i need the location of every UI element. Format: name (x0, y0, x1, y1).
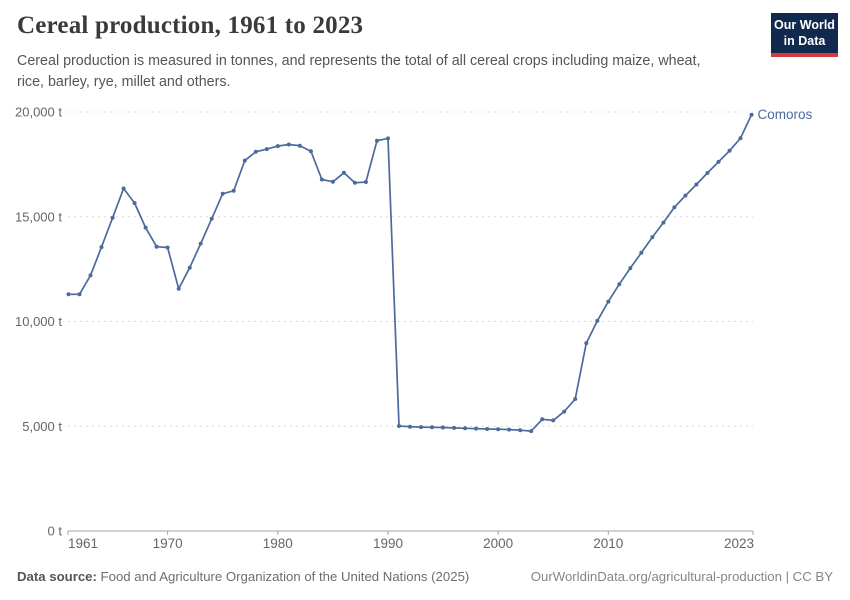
data-point-marker[interactable] (419, 425, 423, 430)
data-point-marker[interactable] (529, 429, 534, 434)
chart-svg: 0 t 5,000 t 10,000 t 15,000 t 20,000 t 1961 19… (15, 105, 813, 552)
data-point-marker[interactable] (441, 425, 445, 430)
data-point-marker[interactable] (132, 201, 137, 206)
data-point-marker[interactable] (220, 191, 225, 196)
x-axis-tick-label: 2000 (483, 536, 513, 551)
data-point-marker[interactable] (485, 427, 490, 431)
data-point-marker[interactable] (672, 205, 677, 210)
data-point-marker[interactable] (99, 245, 104, 250)
data-point-marker[interactable] (628, 266, 633, 271)
data-point-marker[interactable] (231, 188, 236, 193)
x-axis-tick-label: 2010 (593, 536, 623, 551)
data-point-marker[interactable] (143, 225, 148, 230)
data-point-marker[interactable] (617, 282, 622, 287)
data-point-marker[interactable] (551, 418, 556, 423)
data-point-marker[interactable] (319, 177, 324, 182)
data-point-marker[interactable] (121, 186, 126, 191)
data-point-marker[interactable] (694, 182, 699, 187)
data-point-marker[interactable] (275, 144, 280, 149)
data-point-marker[interactable] (397, 424, 401, 428)
chart-footer: Data source: Food and Agriculture Organi… (17, 569, 833, 584)
data-point-marker[interactable] (507, 427, 512, 432)
data-point-marker[interactable] (176, 286, 181, 291)
data-point-marker[interactable] (683, 193, 688, 198)
data-point-marker[interactable] (474, 426, 479, 431)
data-point-marker[interactable] (705, 171, 710, 175)
data-source-label: Data source: (17, 569, 97, 584)
data-point-marker[interactable] (88, 273, 93, 278)
data-point-marker[interactable] (110, 215, 115, 220)
data-point-marker[interactable] (375, 138, 379, 143)
data-point-marker[interactable] (253, 149, 258, 154)
data-point-marker[interactable] (452, 425, 457, 430)
data-point-marker[interactable] (661, 220, 666, 225)
data-point-marker[interactable] (242, 158, 247, 163)
data-point-marker[interactable] (496, 427, 501, 432)
owid-url[interactable]: OurWorldinData.org/agricultural-producti… (530, 569, 833, 584)
data-point-marker[interactable] (286, 142, 291, 147)
series-end-label[interactable]: Comoros (758, 107, 813, 122)
data-point-marker[interactable] (308, 149, 313, 154)
y-axis-tick-label: 10,000 t (15, 314, 62, 329)
subtitle-line-2: rice, barley, rye, millet and others. (17, 73, 231, 90)
x-axis-tick-label: 1980 (263, 536, 293, 551)
data-point-marker[interactable] (430, 425, 434, 430)
data-point-marker[interactable] (463, 426, 468, 431)
data-point-marker[interactable] (187, 265, 192, 270)
data-point-marker[interactable] (562, 409, 567, 414)
y-axis-tick-label: 15,000 t (15, 209, 62, 224)
data-point-marker[interactable] (363, 180, 368, 184)
data-point-marker[interactable] (749, 112, 754, 117)
data-point-marker[interactable] (209, 216, 214, 221)
chart-subtitle: Cereal production is measured in tonnes,… (17, 51, 737, 92)
data-source-text: Food and Agriculture Organization of the… (96, 569, 470, 584)
data-point-marker[interactable] (198, 241, 203, 246)
y-axis-tick-label: 0 t (48, 524, 63, 539)
data-point-marker[interactable] (650, 235, 655, 240)
data-point-marker[interactable] (154, 244, 159, 249)
data-point-marker[interactable] (573, 397, 578, 401)
x-axis-tick-label: 1990 (373, 536, 403, 551)
data-point-marker[interactable] (341, 170, 346, 175)
x-axis-tick-label: 1970 (153, 536, 183, 551)
y-axis-tick-label: 20,000 t (15, 105, 62, 120)
data-point-marker[interactable] (518, 428, 523, 433)
data-point-marker[interactable] (330, 179, 335, 184)
data-point-marker[interactable] (540, 417, 545, 422)
data-point-marker[interactable] (595, 318, 600, 323)
data-point-marker[interactable] (639, 250, 644, 255)
y-axis-tick-label: 5,000 t (22, 419, 62, 434)
chart-title: Cereal production, 1961 to 2023 (17, 12, 364, 39)
data-point-marker[interactable] (727, 148, 732, 153)
data-point-marker[interactable] (386, 136, 390, 141)
x-axis-tick-label: 1961 (68, 536, 98, 551)
data-point-marker[interactable] (66, 292, 71, 297)
data-point-marker[interactable] (408, 424, 412, 429)
series-line[interactable] (67, 113, 753, 432)
owid-logo-line-2: in Data (783, 33, 826, 48)
data-point-marker[interactable] (297, 143, 302, 148)
data-point-marker[interactable] (165, 245, 170, 250)
x-axis-tick-label: 2023 (724, 536, 754, 551)
data-point-marker[interactable] (738, 136, 743, 141)
data-point-marker[interactable] (584, 341, 589, 346)
data-point-marker[interactable] (77, 292, 82, 297)
data-point-marker[interactable] (606, 299, 611, 304)
subtitle-line-1: Cereal production is measured in tonnes,… (17, 53, 701, 69)
data-point-marker[interactable] (716, 159, 721, 164)
owid-logo[interactable]: Our World in Data (771, 13, 838, 58)
data-point-marker[interactable] (264, 147, 269, 152)
data-source: Data source: Food and Agriculture Organi… (17, 569, 469, 584)
owid-logo-line-1: Our World (774, 18, 835, 32)
data-point-marker[interactable] (352, 180, 357, 185)
